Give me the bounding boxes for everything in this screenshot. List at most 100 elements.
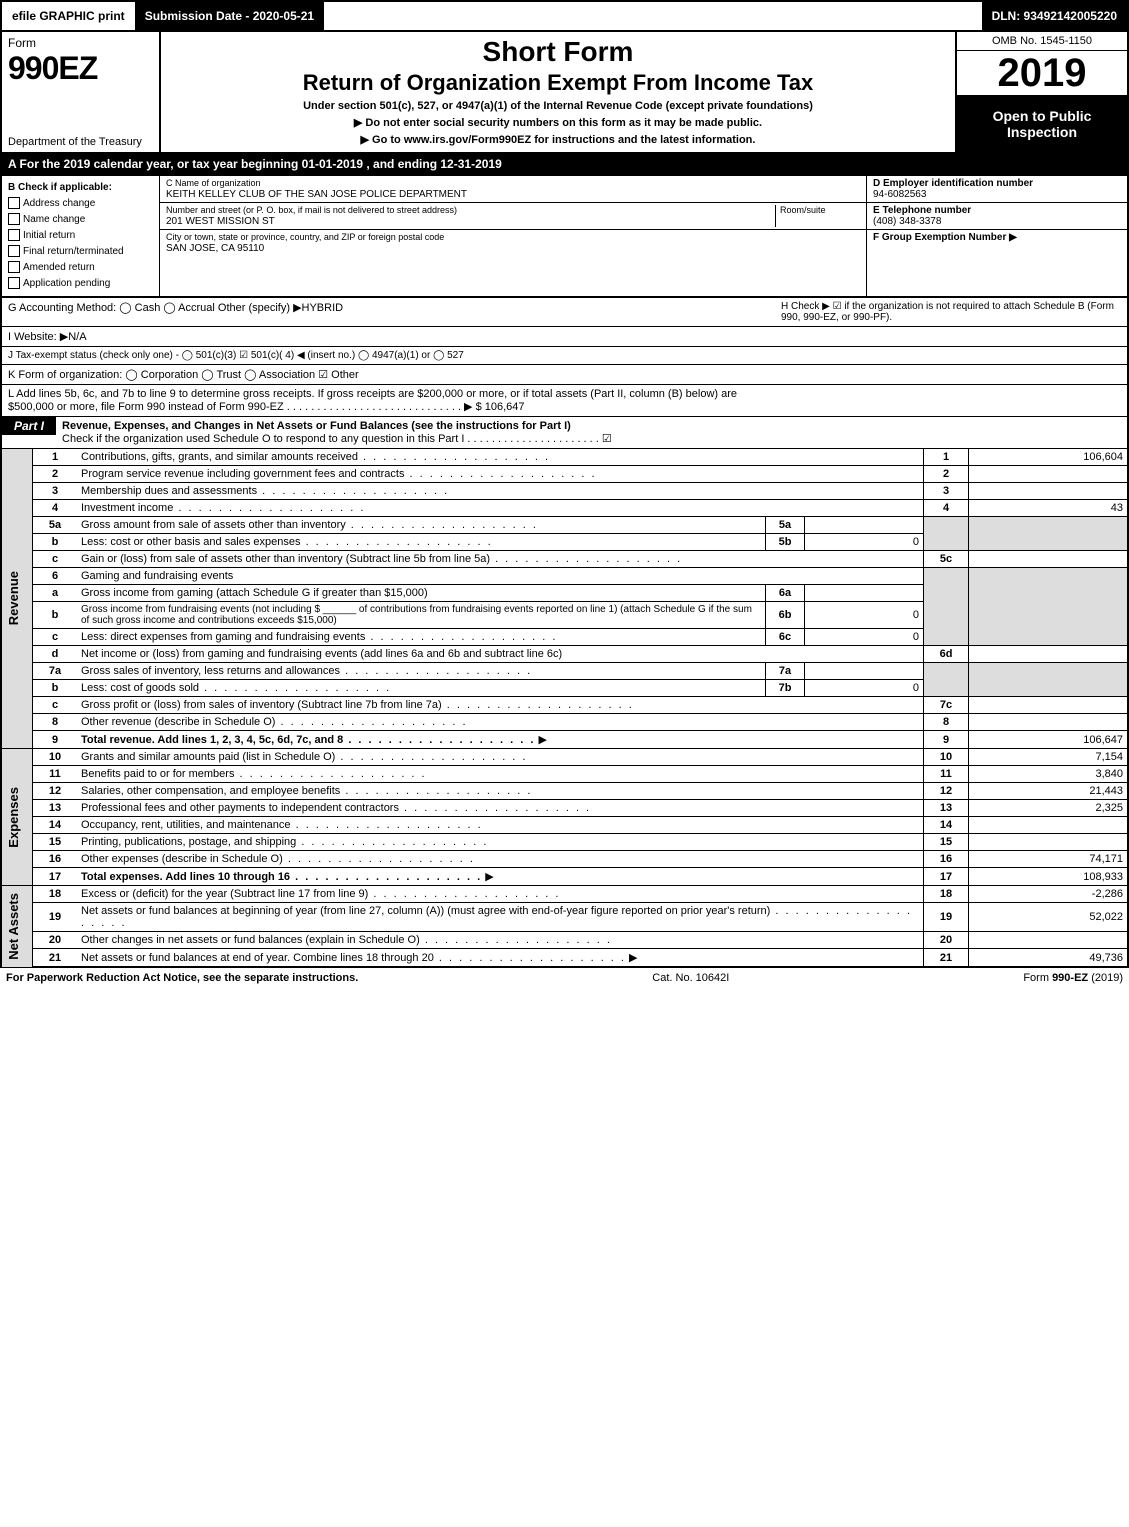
org-city-label: City or town, state or province, country… [166,232,444,242]
row-15-nc: 15 [924,834,969,851]
ein-cell: D Employer identification number 94-6082… [867,176,1127,203]
row-2-amt [969,466,1129,483]
line-l: L Add lines 5b, 6c, and 7b to line 9 to … [0,385,1129,417]
row-18-label: Excess or (deficit) for the year (Subtra… [77,886,924,903]
netassets-side-label: Net Assets [1,886,33,968]
row-2-nc: 2 [924,466,969,483]
identity-block: B Check if applicable: Address change Na… [0,176,1129,298]
tax-year-line: A For the 2019 calendar year, or tax yea… [0,154,1129,176]
row-21-nc: 21 [924,949,969,968]
row-7ab-nc-gray [924,663,969,697]
table-row: Net Assets 18 Excess or (deficit) for th… [1,886,1128,903]
part1-title: Revenue, Expenses, and Changes in Net As… [62,420,571,432]
row-14-num: 14 [33,817,78,834]
part1-check: Check if the organization used Schedule … [62,433,612,445]
tax-year: 2019 [957,51,1127,95]
line-g: G Accounting Method: ◯ Cash ◯ Accrual Ot… [8,301,781,323]
omb-number: OMB No. 1545-1150 [957,32,1127,51]
row-13-amt: 2,325 [969,800,1129,817]
application-pending-checkbox[interactable] [8,277,20,289]
row-17-num: 17 [33,868,78,886]
row-6b-subnum: 6b [766,602,805,629]
table-row: 9 Total revenue. Add lines 1, 2, 3, 4, 5… [1,731,1128,749]
table-row: 19 Net assets or fund balances at beginn… [1,903,1128,932]
row-8-nc: 8 [924,714,969,731]
table-row: 15 Printing, publications, postage, and … [1,834,1128,851]
row-6d-amt [969,646,1129,663]
form-under-line: Under section 501(c), 527, or 4947(a)(1)… [165,100,951,112]
submission-date-button[interactable]: Submission Date - 2020-05-21 [135,2,324,30]
row-2-label: Program service revenue including govern… [77,466,924,483]
row-9-amt: 106,647 [969,731,1129,749]
ein-value: 94-6082563 [873,189,926,200]
row-11-label: Benefits paid to or for members [77,766,924,783]
row-6c-subval: 0 [805,629,924,646]
dln-label: DLN: 93492142005220 [982,2,1127,30]
phone-cell: E Telephone number (408) 348-3378 [867,203,1127,230]
part1-header: Part I Revenue, Expenses, and Changes in… [0,417,1129,449]
row-6c-subnum: 6c [766,629,805,646]
row-20-label: Other changes in net assets or fund bala… [77,932,924,949]
row-6b-label: Gross income from fundraising events (no… [77,602,766,629]
expenses-side-label: Expenses [1,749,33,886]
check-b-column: B Check if applicable: Address change Na… [2,176,160,296]
form-warn-2: ▶ Go to www.irs.gov/Form990EZ for instru… [165,133,951,146]
row-21-amt: 49,736 [969,949,1129,968]
row-19-num: 19 [33,903,78,932]
efile-print-button[interactable]: efile GRAPHIC print [2,2,135,30]
row-5ab-nc-gray [924,517,969,551]
row-7c-num: c [33,697,78,714]
row-10-num: 10 [33,749,78,766]
row-4-nc: 4 [924,500,969,517]
row-5c-nc: 5c [924,551,969,568]
table-row: 20 Other changes in net assets or fund b… [1,932,1128,949]
row-8-label: Other revenue (describe in Schedule O) [77,714,924,731]
amended-return-checkbox[interactable] [8,261,20,273]
table-row: Revenue 1 Contributions, gifts, grants, … [1,449,1128,466]
row-6b-subval: 0 [805,602,924,629]
table-row: 16 Other expenses (describe in Schedule … [1,851,1128,868]
row-14-label: Occupancy, rent, utilities, and maintena… [77,817,924,834]
row-6c-num: c [33,629,78,646]
open-public-label: Open to Public Inspection [957,95,1127,152]
row-7a-num: 7a [33,663,78,680]
row-10-label: Grants and similar amounts paid (list in… [77,749,924,766]
row-1-nc: 1 [924,449,969,466]
initial-return-checkbox[interactable] [8,229,20,241]
row-15-label: Printing, publications, postage, and shi… [77,834,924,851]
b-opt-0: Address change [23,198,95,209]
top-bar: efile GRAPHIC print Submission Date - 20… [0,0,1129,32]
row-7b-subval: 0 [805,680,924,697]
row-11-nc: 11 [924,766,969,783]
row-16-amt: 74,171 [969,851,1129,868]
row-9-num: 9 [33,731,78,749]
group-exemption-label: F Group Exemption Number ▶ [873,232,1017,243]
row-20-amt [969,932,1129,949]
row-6-num: 6 [33,568,78,585]
row-6b-num: b [33,602,78,629]
row-3-nc: 3 [924,483,969,500]
org-city-cell: City or town, state or province, country… [160,230,866,256]
table-row: 3 Membership dues and assessments 3 [1,483,1128,500]
table-row: c Gain or (loss) from sale of assets oth… [1,551,1128,568]
final-return-checkbox[interactable] [8,245,20,257]
row-12-amt: 21,443 [969,783,1129,800]
row-17-label: Total expenses. Add lines 10 through 16 … [77,868,924,886]
row-13-num: 13 [33,800,78,817]
form-subtitle: Return of Organization Exempt From Incom… [165,70,951,96]
footer-right: Form 990-EZ (2019) [1023,972,1123,984]
row-12-label: Salaries, other compensation, and employ… [77,783,924,800]
b-opt-1: Name change [23,214,85,225]
row-7c-amt [969,697,1129,714]
address-column: C Name of organization KEITH KELLEY CLUB… [160,176,866,296]
name-change-checkbox[interactable] [8,213,20,225]
row-11-num: 11 [33,766,78,783]
address-change-checkbox[interactable] [8,197,20,209]
row-7c-nc: 7c [924,697,969,714]
org-addr-label: Number and street (or P. O. box, if mail… [166,205,457,215]
row-18-amt: -2,286 [969,886,1129,903]
row-6d-label: Net income or (loss) from gaming and fun… [77,646,924,663]
row-7b-num: b [33,680,78,697]
phone-label: E Telephone number [873,205,971,216]
row-12-nc: 12 [924,783,969,800]
